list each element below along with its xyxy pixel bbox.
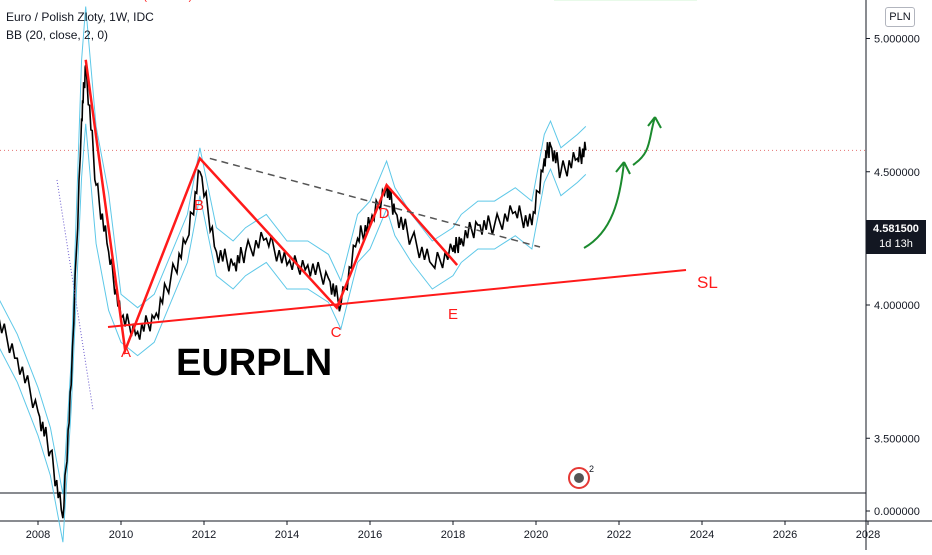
chart-legend: Euro / Polish Zloty, 1W, IDC BB (20, clo… bbox=[6, 8, 154, 44]
x-tick-label: 2028 bbox=[856, 529, 880, 541]
price-series bbox=[0, 65, 586, 518]
pattern-zigzag bbox=[86, 60, 457, 350]
x-tick-label: 2012 bbox=[192, 529, 216, 541]
indicator-label: BB (20, close, 2, 0) bbox=[6, 26, 154, 44]
last-price-value: 4.581500 bbox=[866, 222, 926, 237]
currency-badge[interactable]: PLN bbox=[885, 7, 915, 27]
last-price-tag: 4.581500 1d 13h bbox=[866, 220, 926, 254]
x-tick-label: 2020 bbox=[524, 529, 548, 541]
level-label: 1(5.160120) bbox=[138, 0, 192, 3]
pattern-point-label-c: C bbox=[331, 324, 342, 341]
bar-countdown: 1d 13h bbox=[866, 237, 926, 252]
x-tick-label: 2014 bbox=[275, 529, 299, 541]
x-tick-label: 2022 bbox=[607, 529, 631, 541]
projection-arrow-1 bbox=[584, 162, 630, 248]
x-tick-label: 2024 bbox=[690, 529, 714, 541]
pattern-point-label-d: D bbox=[379, 205, 390, 222]
sl-label: SL bbox=[697, 273, 718, 292]
y-tick-label: 0.000000 bbox=[874, 506, 920, 518]
ideas-badge-count: 2 bbox=[589, 464, 594, 474]
bollinger-lower bbox=[0, 124, 586, 542]
x-tick-label: 2016 bbox=[358, 529, 382, 541]
ideas-badge-core bbox=[574, 473, 584, 483]
y-tick-label: 5.000000 bbox=[874, 34, 920, 46]
price-line bbox=[0, 65, 586, 518]
x-tick-label: 2010 bbox=[109, 529, 133, 541]
y-tick-label: 4.500000 bbox=[874, 167, 920, 179]
projection-arrow-2 bbox=[633, 117, 661, 165]
support-trendline bbox=[108, 270, 686, 327]
y-tick-label: 4.000000 bbox=[874, 300, 920, 312]
pattern-point-label-b: B bbox=[194, 197, 204, 214]
resistance-dashed-line bbox=[210, 158, 540, 247]
y-tick-label: 3.500000 bbox=[874, 433, 920, 445]
symbol-title: Euro / Polish Zloty, 1W, IDC bbox=[6, 8, 154, 26]
x-tick-label: 2018 bbox=[441, 529, 465, 541]
x-tick-label: 2026 bbox=[773, 529, 797, 541]
pattern-point-label-a: A bbox=[121, 344, 131, 361]
x-tick-label: 2008 bbox=[26, 529, 50, 541]
eurpln-title: EURPLN bbox=[176, 342, 332, 384]
pattern-point-label-e: E bbox=[448, 306, 458, 323]
